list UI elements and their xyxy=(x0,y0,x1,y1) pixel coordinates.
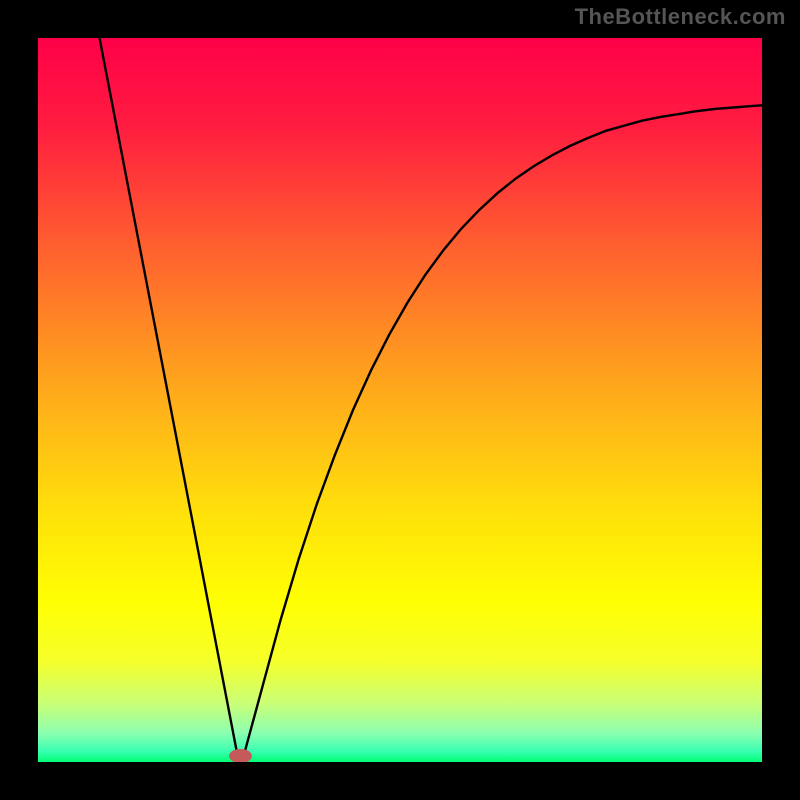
chart-curve xyxy=(38,38,762,762)
minimum-marker xyxy=(229,749,252,762)
chart-plot-area xyxy=(38,38,762,762)
watermark-text: TheBottleneck.com xyxy=(575,4,786,30)
